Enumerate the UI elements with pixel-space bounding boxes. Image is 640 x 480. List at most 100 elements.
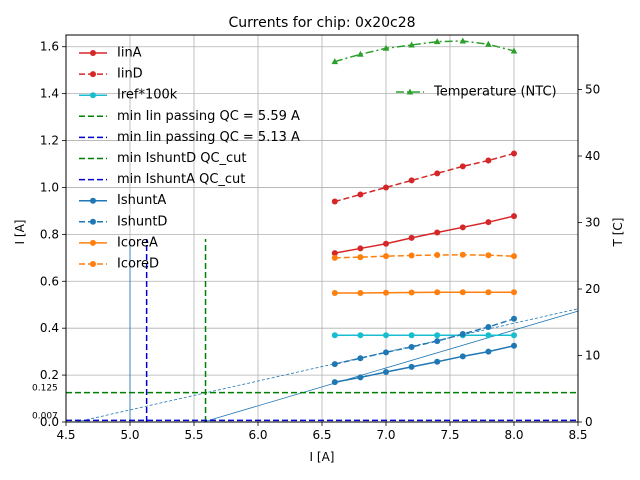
- icored-point: [408, 252, 415, 259]
- iref-100k-point: [408, 332, 415, 339]
- ishunta-point: [383, 369, 389, 376]
- icored-point: [331, 254, 338, 261]
- legend-label: IcoreA: [117, 235, 158, 250]
- x-tick-label: 7.5: [440, 428, 459, 442]
- iind-point: [383, 184, 389, 191]
- ishuntd-point: [383, 349, 389, 356]
- temperature-point: [510, 47, 518, 54]
- legend-marker: [90, 71, 96, 78]
- legend-label: IinD: [117, 67, 143, 82]
- legend-temperature: Temperature (NTC): [396, 85, 557, 100]
- y-tick-label: 0.2: [40, 368, 59, 382]
- legend-marker: [90, 261, 96, 267]
- legend-label: IcoreD: [117, 257, 159, 272]
- temperature-point: [459, 37, 467, 44]
- iina-point: [459, 224, 466, 231]
- ishuntd-point: [331, 361, 338, 368]
- min-ishunta-qc-cut-label: 0.007: [32, 411, 58, 421]
- iref-100k-point: [434, 332, 441, 339]
- ishuntd-fit-line: [76, 308, 579, 423]
- iina-point: [331, 250, 338, 257]
- iina-line: [334, 215, 515, 254]
- icorea-point: [459, 289, 466, 296]
- icorea-point: [485, 289, 492, 296]
- iref-100k-point: [331, 332, 338, 339]
- icored-line: [334, 254, 515, 259]
- iind-point: [485, 157, 492, 164]
- ishunta-point: [485, 348, 492, 355]
- legend-marker: [90, 92, 96, 99]
- legend-label: min Iin passing QC = 5.59 A: [117, 109, 300, 124]
- legend-label: Temperature (NTC): [433, 85, 557, 100]
- iind-point: [408, 177, 415, 184]
- ishuntd-point: [485, 324, 492, 331]
- icored-point: [357, 254, 364, 261]
- y2-tick-label: 0: [585, 415, 593, 429]
- icorea-point: [434, 289, 441, 296]
- ishuntd-point: [511, 315, 517, 322]
- temperature-point: [331, 58, 339, 65]
- temperature-point: [408, 41, 415, 48]
- legend-label: IshuntD: [117, 214, 167, 229]
- ishuntd-line: [334, 318, 515, 365]
- x-tick-label: 8.0: [504, 428, 523, 442]
- temperature-line: [334, 40, 515, 63]
- x-tick-label: 5.5: [184, 428, 203, 442]
- icorea-point: [511, 289, 517, 296]
- ishunta-point: [434, 358, 441, 365]
- y-axis-label: I [A]: [13, 220, 27, 245]
- y-tick-label: 0.0: [40, 415, 59, 429]
- legend-label: min IshuntA QC_cut: [117, 172, 245, 187]
- iref-100k-point: [511, 332, 517, 339]
- y-tick-label: 0.4: [40, 321, 59, 335]
- temperature-point: [382, 44, 390, 51]
- ishuntd-point: [459, 331, 466, 338]
- min-ishuntd-qc-cut-label: 0.125: [32, 384, 58, 394]
- legend-label: IshuntA: [117, 193, 166, 208]
- icored-point: [459, 251, 466, 258]
- grid: [65, 35, 579, 423]
- y2-tick-label: 20: [585, 282, 600, 296]
- y-tick-label: 1.6: [40, 40, 59, 54]
- y2-tick-label: 50: [585, 83, 600, 97]
- iina-point: [408, 234, 415, 241]
- icored-point: [434, 252, 441, 259]
- y2-tick-label: 30: [585, 216, 600, 230]
- axes: 4.5 5.0 5.5 6.0 6.5 7.0 7.5 8.0 8.5 0.0 0.2 0.4 0.6 0…: [40, 40, 600, 442]
- x-tick-label: 8.5: [568, 428, 587, 442]
- icorea-point: [408, 289, 415, 296]
- y-tick-label: 0.8: [40, 227, 59, 241]
- x-axis-label: I [A]: [310, 450, 335, 464]
- ishuntd-point: [357, 355, 364, 362]
- legend-label: min Iin passing QC = 5.13 A: [117, 130, 300, 145]
- ishunta-point: [331, 379, 338, 386]
- ishunta-fit-line: [203, 310, 579, 423]
- y2-tick-label: 40: [585, 149, 600, 163]
- temperature-point: [485, 40, 492, 47]
- x-tick-label: 7.0: [376, 428, 395, 442]
- x-tick-label: 6.0: [248, 428, 267, 442]
- iina-point: [511, 213, 517, 220]
- icorea-line: [334, 291, 514, 294]
- ishuntd-point: [434, 338, 441, 345]
- iina-point: [485, 219, 492, 226]
- temperature-point: [433, 38, 441, 45]
- fit-lines: [76, 308, 579, 423]
- x-tick-label: 6.5: [312, 428, 331, 442]
- ishuntd-point: [408, 343, 415, 350]
- data-series: [331, 37, 518, 386]
- legend-label: IinA: [117, 46, 142, 61]
- y-tick-label: 1.4: [40, 87, 59, 101]
- ishunta-point: [357, 374, 364, 381]
- icorea-point: [331, 290, 338, 296]
- ishunta-point: [511, 342, 517, 349]
- iref-100k-point: [485, 332, 492, 339]
- y-tick-label: 1.0: [40, 180, 59, 194]
- legend-label: Iref*100k: [117, 88, 178, 103]
- legend-marker: [90, 197, 96, 204]
- reference-lines: 0.125 0.007: [32, 239, 578, 422]
- iind-point: [357, 191, 364, 198]
- legend-label: min IshuntD QC_cut: [117, 151, 247, 166]
- legend: IinA IinD Iref*100k min Iin passing QC = 5.…: [79, 46, 300, 272]
